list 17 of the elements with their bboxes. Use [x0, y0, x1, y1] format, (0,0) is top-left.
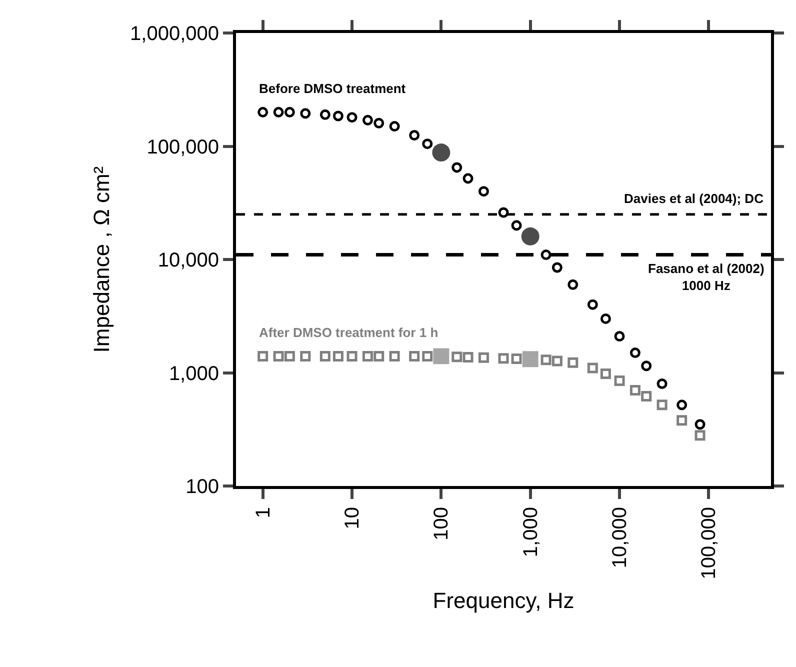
y-tick-label: 10,000 — [158, 250, 219, 272]
ref-line-label: Fasano et al (2002) 1000 Hz — [648, 261, 764, 293]
x-tick-label: 100 — [430, 507, 453, 540]
x-tick-label: 1 — [252, 507, 274, 518]
x-tick-label: 10 — [342, 507, 364, 530]
x-tick-label: 10,000 — [609, 507, 632, 568]
y-tick-label: 100 — [186, 476, 219, 498]
x-axis-title: Frequency, Hz — [432, 588, 574, 614]
series-label: After DMSO treatment for 1 h — [259, 325, 438, 340]
y-axis-title: Impedance , Ω cm² — [88, 166, 114, 353]
x-tick-label: 1,000 — [520, 507, 542, 558]
x-tick-label: 100,000 — [698, 507, 720, 580]
ref-line-label: Davies et al (2004); DC — [624, 191, 764, 206]
series-label: Before DMSO treatment — [259, 81, 406, 96]
y-tick-label: 1,000 — [168, 362, 219, 385]
y-tick-label: 1,000,000 — [130, 23, 219, 45]
y-tick-label: 100,000 — [146, 136, 219, 158]
